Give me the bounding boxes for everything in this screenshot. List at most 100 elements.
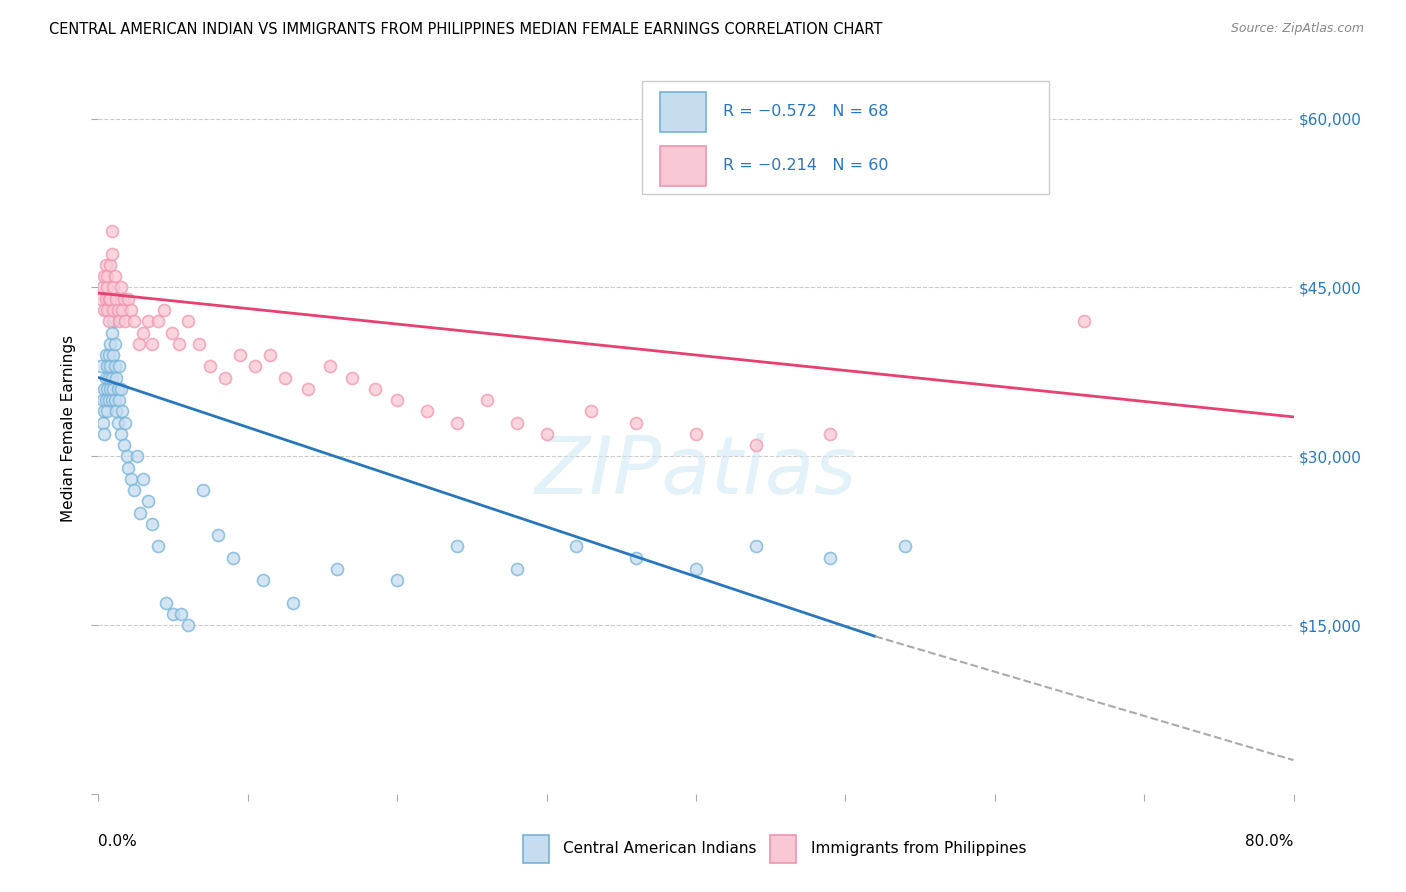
Point	[136, 494, 159, 508]
Point	[127, 450, 149, 464]
Point	[446, 416, 468, 430]
Point	[101, 224, 124, 238]
Point	[685, 426, 707, 441]
Point	[117, 292, 139, 306]
Point	[245, 359, 267, 374]
Point	[200, 359, 222, 374]
Point	[110, 426, 132, 441]
Point	[96, 280, 118, 294]
Point	[222, 550, 245, 565]
Point	[91, 392, 114, 407]
Point	[506, 416, 529, 430]
Point	[141, 516, 163, 531]
Point	[229, 348, 252, 362]
Point	[342, 370, 364, 384]
Point	[297, 382, 319, 396]
Point	[416, 404, 439, 418]
Point	[114, 416, 136, 430]
Point	[101, 370, 124, 384]
Point	[207, 528, 229, 542]
Point	[97, 292, 120, 306]
Point	[97, 303, 120, 318]
Point	[98, 359, 122, 374]
Point	[120, 472, 142, 486]
Point	[274, 370, 297, 384]
Point	[93, 303, 115, 318]
Point	[96, 359, 118, 374]
Point	[136, 314, 159, 328]
Point	[94, 292, 117, 306]
Point	[385, 392, 409, 407]
Point	[104, 392, 127, 407]
Point	[745, 438, 768, 452]
Text: R = −0.572   N = 68: R = −0.572 N = 68	[724, 104, 889, 120]
Point	[112, 292, 135, 306]
Point	[98, 382, 122, 396]
Point	[111, 404, 134, 418]
Point	[110, 280, 132, 294]
Point	[214, 370, 236, 384]
Point	[105, 370, 128, 384]
Point	[1073, 314, 1095, 328]
Point	[97, 348, 120, 362]
Text: Source: ZipAtlas.com: Source: ZipAtlas.com	[1230, 22, 1364, 36]
FancyBboxPatch shape	[643, 81, 1049, 194]
Point	[565, 539, 588, 553]
Point	[93, 404, 115, 418]
Point	[105, 404, 128, 418]
Point	[148, 314, 170, 328]
Point	[101, 246, 124, 260]
Text: ZIPatlas: ZIPatlas	[534, 433, 858, 511]
Point	[581, 404, 603, 418]
Point	[104, 336, 127, 351]
Point	[107, 416, 129, 430]
Point	[94, 348, 117, 362]
Point	[177, 618, 200, 632]
Point	[108, 359, 131, 374]
Point	[90, 359, 112, 374]
Point	[96, 303, 118, 318]
Point	[103, 382, 125, 396]
Point	[536, 426, 558, 441]
Point	[326, 562, 349, 576]
Point	[167, 336, 190, 351]
Point	[94, 370, 117, 384]
Point	[101, 326, 124, 340]
FancyBboxPatch shape	[661, 145, 706, 186]
FancyBboxPatch shape	[661, 92, 706, 132]
Point	[108, 314, 131, 328]
Point	[96, 382, 118, 396]
Point	[107, 303, 129, 318]
Point	[685, 562, 707, 576]
Point	[132, 326, 155, 340]
Point	[90, 292, 112, 306]
Point	[252, 573, 274, 587]
Point	[103, 280, 125, 294]
FancyBboxPatch shape	[770, 835, 796, 863]
Point	[446, 539, 468, 553]
Point	[93, 426, 115, 441]
Point	[626, 416, 648, 430]
Point	[148, 539, 170, 553]
Point	[141, 336, 163, 351]
Point	[93, 382, 115, 396]
Point	[155, 596, 177, 610]
Text: R = −0.214   N = 60: R = −0.214 N = 60	[724, 158, 889, 173]
Y-axis label: Median Female Earnings: Median Female Earnings	[60, 334, 76, 522]
Point	[187, 336, 209, 351]
FancyBboxPatch shape	[523, 835, 548, 863]
Point	[104, 269, 127, 284]
Point	[191, 483, 214, 497]
Point	[110, 382, 132, 396]
Point	[162, 607, 184, 621]
Point	[104, 359, 127, 374]
Point	[128, 336, 150, 351]
Point	[94, 392, 117, 407]
Point	[129, 506, 152, 520]
Point	[160, 326, 183, 340]
Point	[745, 539, 768, 553]
Point	[103, 314, 125, 328]
Point	[96, 269, 118, 284]
Point	[364, 382, 387, 396]
Point	[385, 573, 409, 587]
